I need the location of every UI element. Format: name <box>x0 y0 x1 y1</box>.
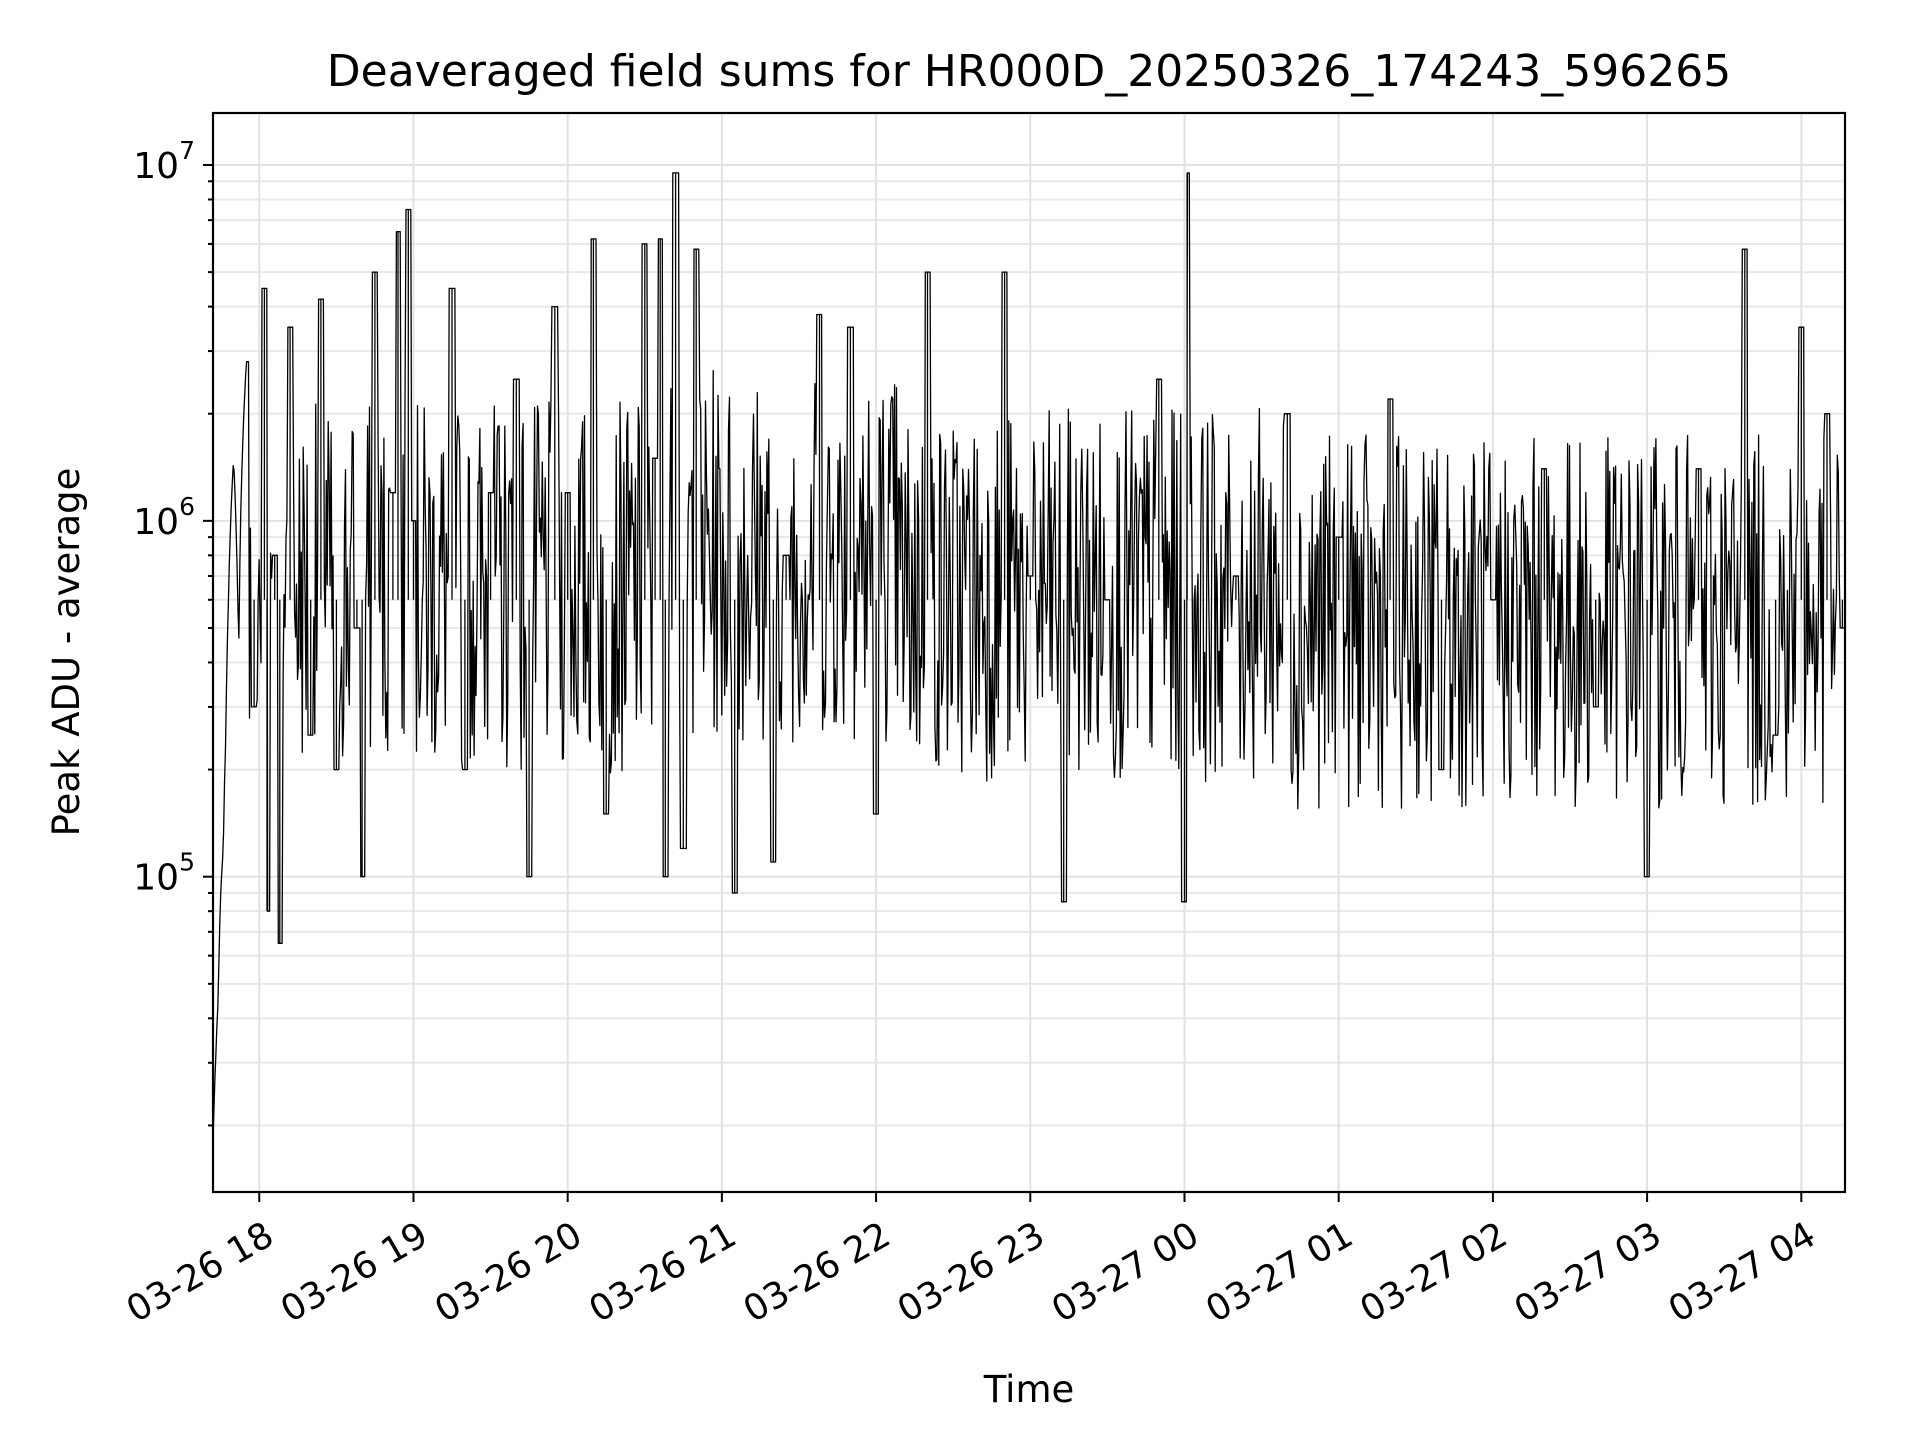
y-tick-label: 107 <box>133 136 195 187</box>
series-line <box>212 172 1845 1142</box>
x-tick-label: 03-27 03 <box>1508 1214 1669 1330</box>
x-tick-label: 03-27 01 <box>1199 1214 1360 1330</box>
plot-frame <box>211 111 1847 1194</box>
x-tick-label: 03-26 23 <box>891 1214 1052 1330</box>
y-tick-label: 105 <box>133 848 195 899</box>
x-tick-label: 03-26 18 <box>120 1214 281 1330</box>
chart-title: Deaveraged field sums for HR000D_2025032… <box>327 46 1731 97</box>
x-axis-label: Time <box>983 1368 1075 1411</box>
y-axis-label: Peak ADU - average <box>45 468 88 837</box>
x-tick-label: 03-26 22 <box>737 1214 898 1330</box>
x-tick-label: 03-26 19 <box>274 1214 435 1330</box>
x-tick-label: 03-27 00 <box>1045 1214 1206 1330</box>
y-tick-label: 106 <box>133 492 195 543</box>
x-tick-label: 03-26 20 <box>428 1214 589 1330</box>
x-tick-label: 03-26 21 <box>582 1214 743 1330</box>
y-axis: 105 106 107 <box>133 136 213 1127</box>
x-tick-label: 03-27 02 <box>1354 1214 1515 1330</box>
x-tick-label: 03-27 04 <box>1662 1214 1823 1330</box>
